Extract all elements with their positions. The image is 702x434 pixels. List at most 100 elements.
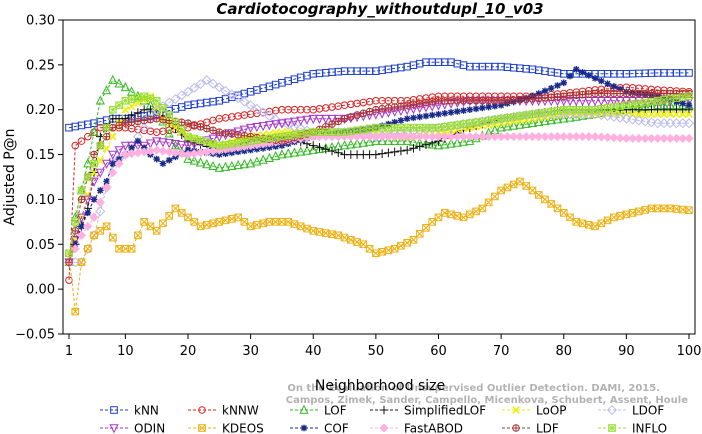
data-point-simplifiedlof: [402, 145, 412, 155]
data-point-inflo: [372, 123, 380, 132]
data-point-lof: [534, 116, 544, 127]
data-point-ldf: [365, 107, 374, 116]
data-point-inflo: [134, 93, 142, 102]
data-point-fastabod: [164, 147, 174, 157]
data-point-kdeos: [184, 213, 192, 222]
data-point-ldf: [459, 96, 468, 105]
data-point-fastabod: [590, 131, 600, 142]
x-tick-label: 70: [493, 344, 510, 359]
data-point-ldf: [553, 92, 562, 101]
data-point-ldf: [653, 89, 662, 98]
data-point-inflo: [365, 124, 374, 133]
data-point-fastabod: [615, 133, 625, 143]
data-point-inflo: [666, 95, 675, 103]
data-point-inflo: [127, 95, 136, 104]
data-point-fastabod: [483, 131, 494, 142]
data-point-loop: [647, 110, 656, 119]
data-point-kdeos: [83, 244, 92, 253]
y-axis-label: Adjusted P@n: [2, 128, 18, 225]
data-point-cof: [616, 85, 624, 93]
data-point-loop: [641, 110, 650, 119]
data-point-kdeos: [102, 222, 111, 231]
data-point-kdeos: [196, 222, 205, 231]
data-point-fastabod: [678, 133, 688, 144]
data-point-inflo: [259, 135, 267, 144]
data-point-lof: [502, 121, 512, 131]
data-point-kdeos: [296, 222, 305, 231]
data-point-ldf: [622, 89, 631, 98]
data-point-odin: [120, 141, 130, 152]
data-point-lof: [120, 81, 130, 92]
data-point-fastabod: [383, 131, 394, 142]
legend-marker-ldf: [512, 424, 520, 432]
data-point-kdeos: [466, 210, 474, 219]
data-point-inflo: [109, 105, 117, 114]
data-point-odin: [114, 146, 124, 156]
data-point-inflo: [315, 128, 324, 136]
data-point-simplifiedlof: [133, 108, 143, 118]
data-point-loop: [108, 132, 117, 141]
data-point-odin: [308, 114, 318, 125]
data-point-fastabod: [609, 133, 619, 143]
data-point-fastabod: [427, 131, 437, 142]
data-point-kdeos: [303, 224, 311, 233]
data-point-odin: [258, 122, 268, 132]
data-point-fastabod: [452, 131, 462, 142]
data-point-ldof: [189, 82, 200, 93]
data-point-inflo: [422, 123, 430, 132]
data-point-fastabod: [440, 131, 450, 142]
data-point-knn: [240, 89, 249, 98]
data-point-kdeos: [428, 218, 437, 226]
data-point-kdeos: [497, 186, 505, 195]
data-point-ldf: [422, 98, 430, 107]
data-point-kdeos: [553, 204, 562, 213]
data-point-odin: [321, 114, 331, 125]
legend-label-knnw: kNNW: [222, 404, 259, 418]
data-point-kdeos: [146, 222, 155, 231]
data-point-inflo: [115, 101, 123, 110]
data-point-fastabod: [627, 133, 638, 144]
data-point-ldf: [466, 96, 474, 105]
data-point-kdeos: [541, 195, 549, 204]
data-point-ldf: [453, 96, 462, 105]
data-point-odin: [177, 140, 187, 151]
data-point-kdeos: [152, 227, 161, 235]
data-point-ldf: [159, 115, 167, 124]
data-point-loop: [685, 110, 693, 119]
data-point-lof: [552, 114, 563, 124]
data-point-kdeos: [271, 218, 280, 226]
data-point-simplifiedlof: [396, 146, 406, 156]
data-point-cof: [97, 187, 104, 194]
data-point-kdeos: [653, 204, 662, 213]
data-point-ldf: [334, 117, 343, 126]
data-point-ldf: [146, 115, 155, 124]
legend-item-inflo: INFLO: [598, 422, 667, 434]
data-point-ldf: [409, 100, 418, 109]
data-point-fastabod: [152, 145, 162, 155]
data-point-inflo: [384, 123, 393, 132]
data-point-fastabod: [565, 131, 575, 142]
data-point-cof: [472, 105, 480, 113]
series-line-loop: [68, 95, 689, 263]
data-point-odin: [183, 141, 193, 152]
data-point-ldf: [403, 101, 411, 110]
data-point-ldof: [245, 100, 256, 111]
data-point-kdeos: [365, 244, 374, 253]
data-point-odin: [158, 138, 168, 148]
data-point-inflo: [171, 118, 180, 127]
data-point-inflo: [566, 105, 574, 114]
series-odin: [64, 96, 694, 268]
data-point-ldof: [201, 75, 212, 86]
data-point-kdeos: [685, 206, 693, 214]
data-point-cof: [598, 77, 605, 85]
data-point-fastabod: [515, 131, 525, 142]
data-point-kdeos: [378, 247, 386, 256]
data-point-fastabod: [559, 131, 569, 142]
data-point-inflo: [509, 113, 518, 121]
data-point-odin: [264, 121, 275, 131]
data-point-lof: [446, 138, 456, 148]
data-point-inflo: [71, 218, 80, 226]
data-point-cof: [685, 101, 693, 109]
data-point-fastabod: [108, 167, 118, 178]
data-point-inflo: [622, 101, 631, 110]
